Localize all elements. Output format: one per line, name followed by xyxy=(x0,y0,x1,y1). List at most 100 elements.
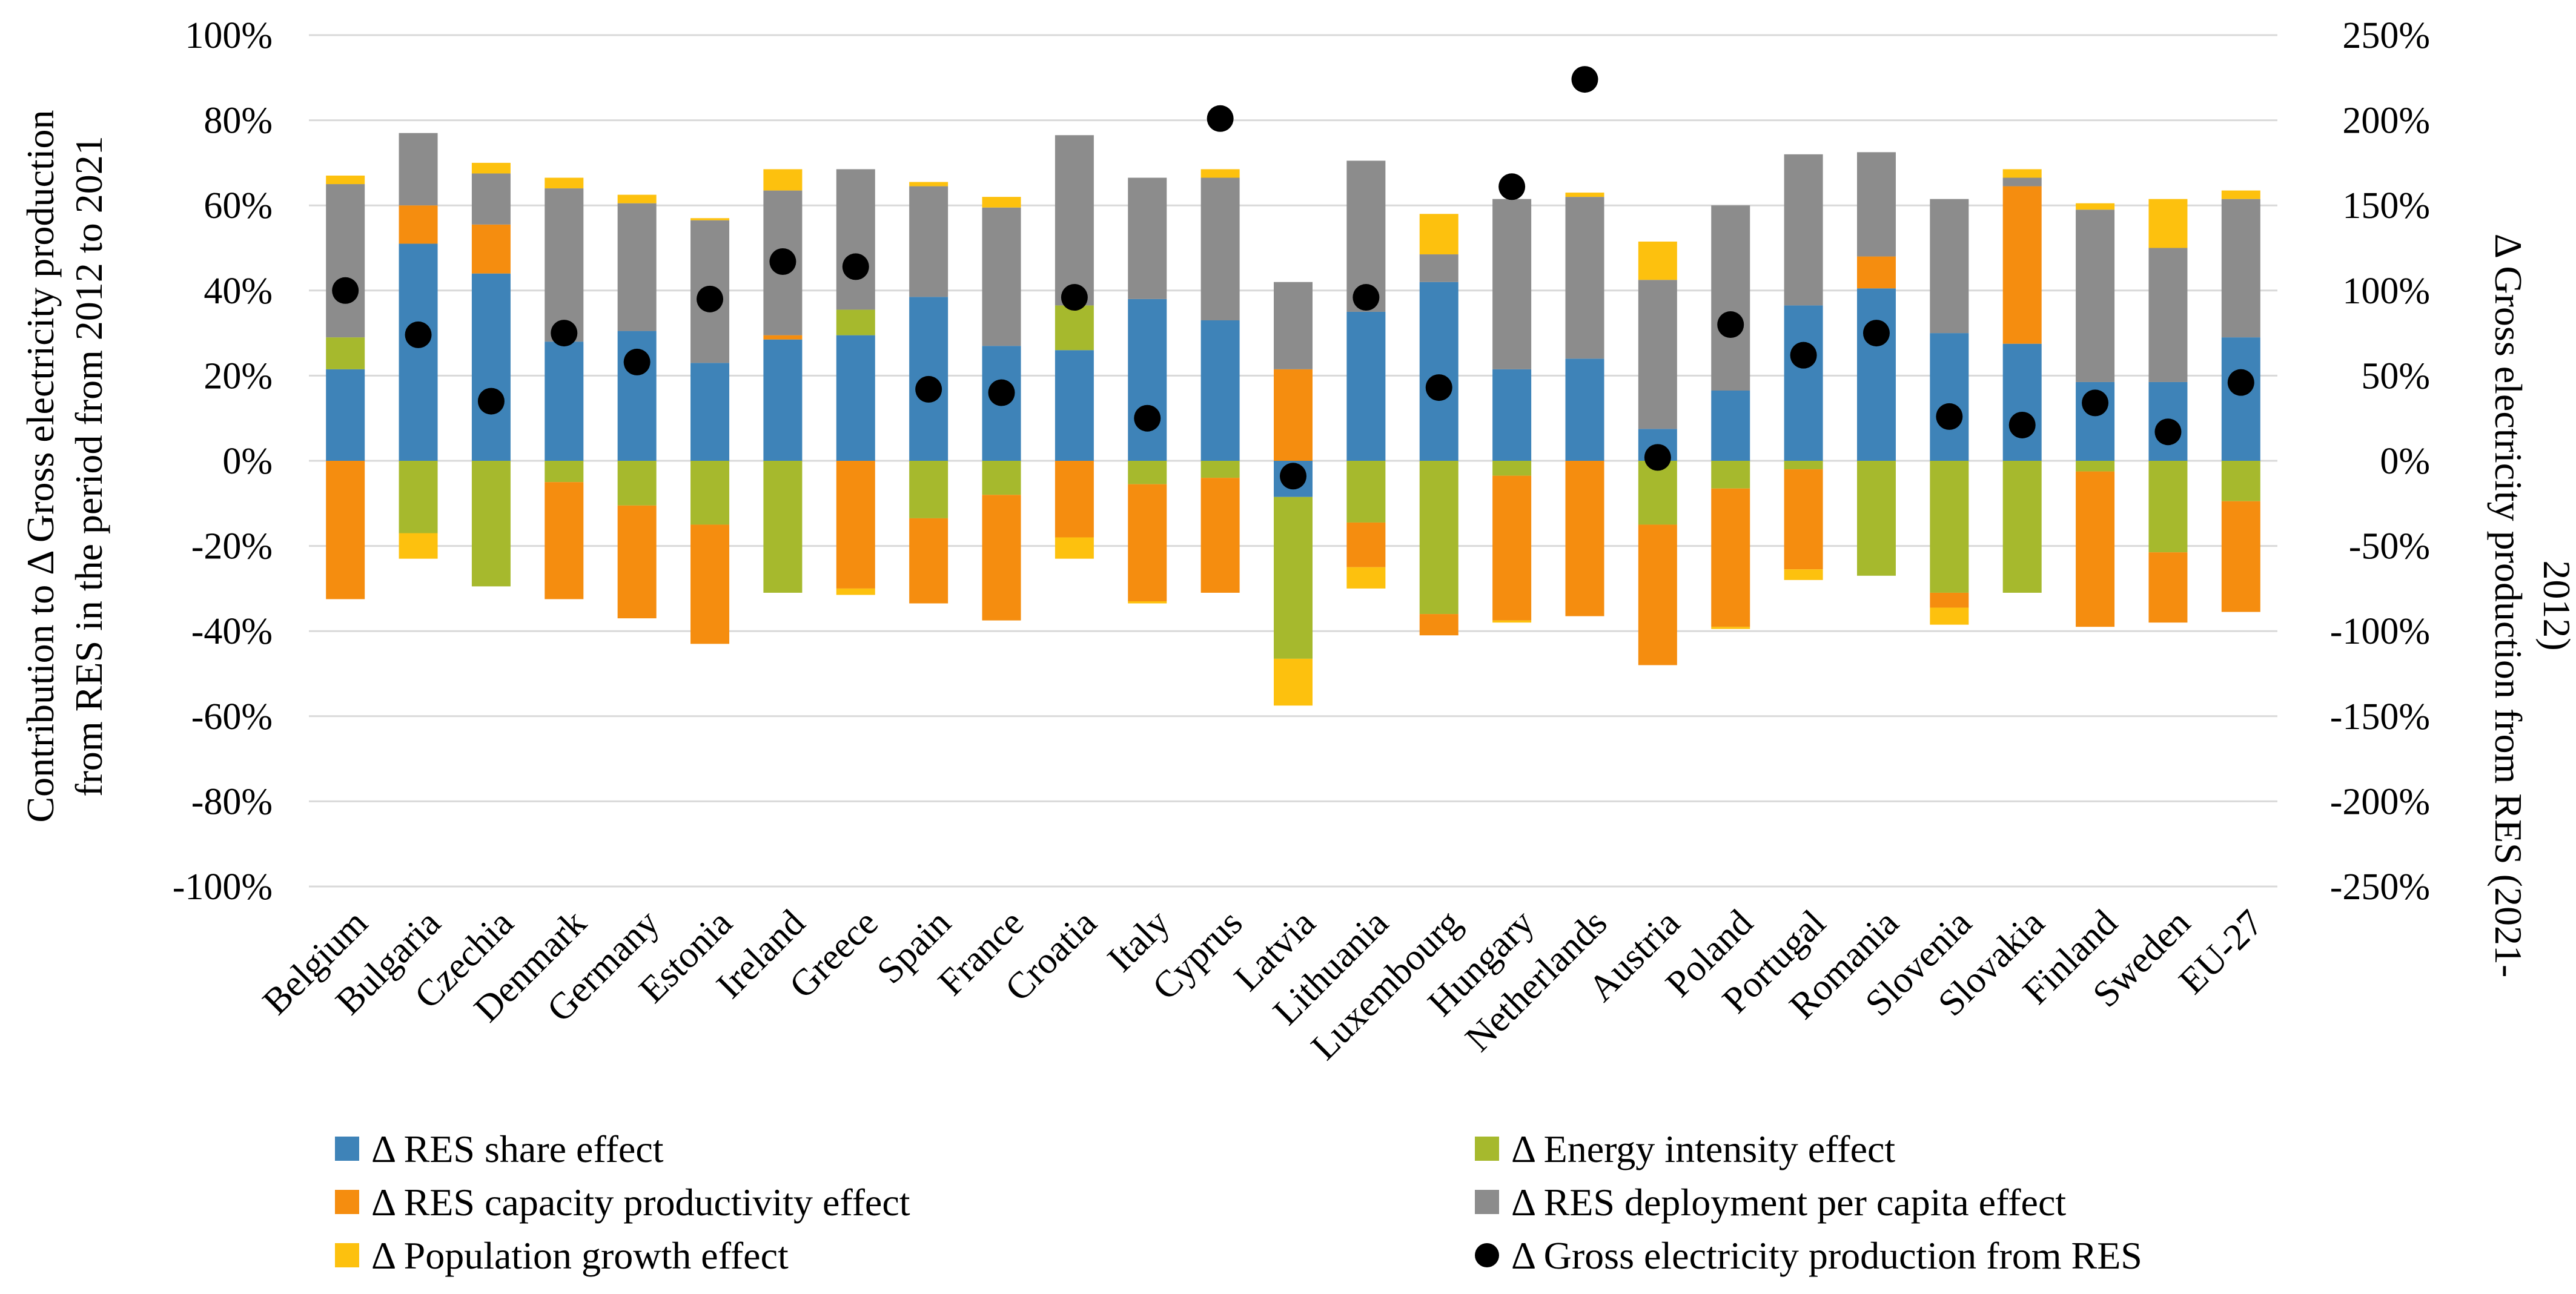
bar-segment xyxy=(1200,320,1240,461)
left-tick-label: -20% xyxy=(191,526,273,567)
bar-segment xyxy=(690,524,730,644)
bar-segment xyxy=(1346,461,1386,523)
legend-swatch xyxy=(335,1190,359,1214)
data-point-marker xyxy=(2227,369,2254,396)
bar-segment xyxy=(545,461,584,483)
bar-segment xyxy=(617,461,657,506)
bar-segment xyxy=(1055,350,1094,461)
bar-segment xyxy=(1638,461,1677,525)
data-point-marker xyxy=(1498,173,1526,200)
bar-segment xyxy=(2148,461,2188,553)
bar-segment xyxy=(2002,461,2042,593)
bar-segment xyxy=(836,461,875,589)
right-tick-label: -250% xyxy=(2330,867,2430,908)
bar-segment xyxy=(836,169,875,310)
bar-segment xyxy=(1856,461,1896,576)
legend-swatch xyxy=(1475,1137,1499,1161)
bar-segment xyxy=(1346,522,1386,567)
bar-segment xyxy=(2076,461,2115,472)
data-point-marker xyxy=(1644,444,1671,471)
legend-label: Δ Population growth effect xyxy=(371,1234,789,1277)
right-tick-label: -150% xyxy=(2330,696,2430,738)
bar-segment xyxy=(399,133,438,206)
right-tick-label: 200% xyxy=(2342,101,2430,142)
bar-segment xyxy=(836,309,875,335)
data-point-marker xyxy=(915,375,942,403)
right-tick-label: 50% xyxy=(2361,355,2430,397)
bar-segment xyxy=(545,482,584,599)
data-point-marker xyxy=(1353,284,1380,311)
bar-segment xyxy=(399,243,438,461)
bar-segment xyxy=(1711,391,1750,461)
bar-segment xyxy=(909,461,949,518)
bar-segment xyxy=(326,461,365,599)
bar-segment xyxy=(2221,461,2260,501)
right-tick-label: 150% xyxy=(2342,185,2430,226)
data-point-marker xyxy=(623,348,651,375)
bar-segment xyxy=(471,162,511,174)
bar-segment xyxy=(982,197,1021,208)
data-point-marker xyxy=(988,379,1015,406)
legend-swatch xyxy=(335,1137,359,1161)
right-tick-label: 100% xyxy=(2342,271,2430,312)
right-axis-title-line1: Δ Gross electricity production from RES … xyxy=(2487,234,2530,978)
left-tick-label: 60% xyxy=(204,185,273,226)
data-point-marker xyxy=(1207,105,1234,132)
bar-segment xyxy=(2002,177,2042,187)
legend-label: Δ Gross electricity production from RES xyxy=(1511,1234,2142,1277)
bar-segment xyxy=(399,461,438,533)
bar-segment xyxy=(326,369,365,461)
bar-segment xyxy=(2148,248,2188,382)
left-tick-label: 40% xyxy=(204,271,273,312)
bar-segment xyxy=(2076,210,2115,382)
bar-segment xyxy=(1346,567,1386,589)
bar-segment xyxy=(471,461,511,587)
right-tick-label: -200% xyxy=(2330,781,2430,822)
data-point-marker xyxy=(551,320,578,347)
x-tick-label: EU-27 xyxy=(2171,902,2271,1002)
bar-segment xyxy=(690,461,730,525)
legend-label: Δ RES capacity productivity effect xyxy=(371,1181,910,1224)
bar-segment xyxy=(690,363,730,461)
data-point-marker xyxy=(2082,389,2109,417)
bar-segment xyxy=(1274,497,1313,659)
bar-segment xyxy=(1784,461,1823,470)
bar-segment xyxy=(545,188,584,342)
bar-segment xyxy=(1200,177,1240,321)
bar-segment xyxy=(1274,369,1313,461)
left-axis-ticks: 100% 80% 60% 40% 20% 0% -20% -40% -60% -80% -100% xyxy=(173,15,273,908)
data-point-marker xyxy=(769,248,796,275)
bar-segment xyxy=(1565,461,1604,616)
bar-segment xyxy=(471,273,511,461)
bar-segment xyxy=(1856,288,1896,461)
data-point-marker xyxy=(1280,463,1306,490)
left-axis-title-line1: Contribution to Δ Gross electricity prod… xyxy=(19,110,62,823)
x-axis-labels: BelgiumBulgariaCzechiaDenmarkGermanyEsto… xyxy=(255,902,2271,1068)
bar-segment xyxy=(326,337,365,369)
data-point-marker xyxy=(332,277,359,304)
bar-segment xyxy=(1128,461,1167,484)
bars xyxy=(326,133,2260,706)
legend-swatch xyxy=(335,1243,359,1267)
bar-segment xyxy=(763,335,803,340)
data-point-marker xyxy=(1061,284,1088,311)
left-tick-label: 0% xyxy=(222,441,273,482)
data-point-marker xyxy=(1862,320,1890,347)
bar-segment xyxy=(1784,305,1823,461)
bar-segment xyxy=(1419,214,1459,255)
bar-segment xyxy=(1419,254,1459,282)
bar-segment xyxy=(1565,358,1604,461)
bar-segment xyxy=(2002,186,2042,344)
bar-segment xyxy=(1419,282,1459,461)
bar-segment xyxy=(836,335,875,461)
bar-segment xyxy=(1128,299,1167,461)
bar-segment xyxy=(1930,607,1969,625)
bar-segment xyxy=(1200,461,1240,478)
left-tick-label: -40% xyxy=(191,611,273,652)
data-point-marker xyxy=(1425,374,1452,401)
bar-segment xyxy=(1711,205,1750,391)
legend-marker xyxy=(1475,1243,1499,1267)
bar-segment xyxy=(2076,471,2115,627)
bar-segment xyxy=(2221,190,2260,199)
